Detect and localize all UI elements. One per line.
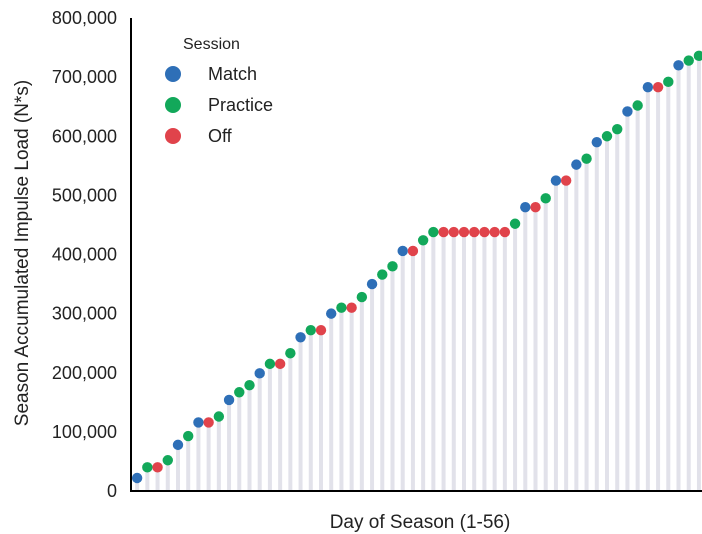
data-point-match [571, 159, 582, 170]
legend-marker-practice [165, 97, 181, 113]
data-point-practice [213, 411, 225, 422]
legend-marker-off [165, 128, 181, 144]
y-axis-title: Season Accumulated Impulse Load (N*s) [12, 80, 33, 426]
data-point-match [326, 308, 337, 319]
data-point-off [346, 302, 357, 313]
data-point-match [172, 439, 184, 451]
y-tick-labels: 0 100,000 200,000 300,000 400,000 500,000 600,… [52, 8, 117, 501]
data-point-practice [162, 455, 173, 466]
data-point-practice [601, 131, 613, 142]
data-point-match [295, 332, 306, 343]
legend: Session Match Practice Off [165, 36, 273, 146]
data-point-off [315, 324, 327, 336]
data-point-practice [183, 430, 194, 442]
data-point-off [458, 226, 470, 238]
legend-label-match: Match [208, 64, 257, 84]
data-point-off [652, 81, 664, 93]
data-point-practice [540, 193, 551, 204]
data-point-off [489, 226, 500, 238]
y-tick-label: 400,000 [52, 245, 117, 265]
data-point-practice [632, 100, 643, 111]
data-point-practice [356, 291, 368, 303]
data-point-practice [683, 55, 694, 66]
data-point-practice [509, 218, 521, 229]
data-point-off [152, 462, 163, 473]
y-tick-label: 200,000 [52, 363, 117, 383]
y-tick-label: 0 [107, 481, 117, 501]
data-point-practice [663, 76, 674, 88]
data-point-off [530, 202, 541, 213]
data-point-practice [305, 324, 316, 336]
data-point-off [560, 175, 572, 186]
data-point-practice [336, 302, 347, 313]
data-point-match [131, 472, 143, 484]
data-point-practice [387, 261, 398, 272]
data-point-practice [264, 358, 276, 370]
data-point-match [591, 136, 602, 148]
y-tick-label: 300,000 [52, 304, 117, 324]
y-tick-label: 700,000 [52, 67, 117, 87]
data-point-match [550, 175, 562, 186]
drop-lines [135, 55, 701, 491]
data-point-off [448, 226, 459, 238]
data-point-match [642, 81, 654, 93]
data-point-match [520, 202, 531, 213]
data-point-practice [428, 226, 439, 238]
x-axis-title: Day of Season (1-56) [330, 512, 511, 533]
data-point-off [438, 226, 449, 238]
legend-marker-match [165, 66, 181, 82]
axes [130, 18, 702, 492]
data-point-practice [285, 348, 296, 359]
legend-title: Session [183, 36, 240, 53]
data-point-match [366, 278, 378, 290]
data-point-practice [244, 379, 255, 391]
data-point-match [397, 245, 408, 257]
data-point-practice [581, 153, 592, 164]
data-point-match [673, 60, 684, 71]
data-point-practice [142, 462, 153, 473]
data-point-match [622, 106, 633, 117]
data-point-practice [377, 269, 388, 280]
y-tick-label: 800,000 [52, 8, 117, 28]
data-point-match [193, 417, 204, 428]
legend-label-off: Off [208, 126, 233, 146]
data-point-off [407, 245, 419, 257]
data-point-off [499, 226, 511, 238]
data-point-practice [417, 235, 429, 246]
data-point-off [479, 226, 490, 238]
data-point-off [469, 226, 480, 238]
y-tick-label: 500,000 [52, 185, 117, 205]
data-point-practice [693, 50, 702, 62]
data-point-off [274, 358, 286, 370]
data-point-off [203, 417, 214, 428]
data-point-match [254, 368, 265, 379]
y-tick-label: 100,000 [52, 422, 117, 442]
data-point-match [223, 394, 235, 406]
data-points [131, 50, 702, 484]
y-tick-label: 600,000 [52, 126, 117, 146]
legend-label-practice: Practice [208, 95, 273, 115]
data-point-practice [234, 387, 245, 398]
data-point-practice [612, 123, 623, 135]
